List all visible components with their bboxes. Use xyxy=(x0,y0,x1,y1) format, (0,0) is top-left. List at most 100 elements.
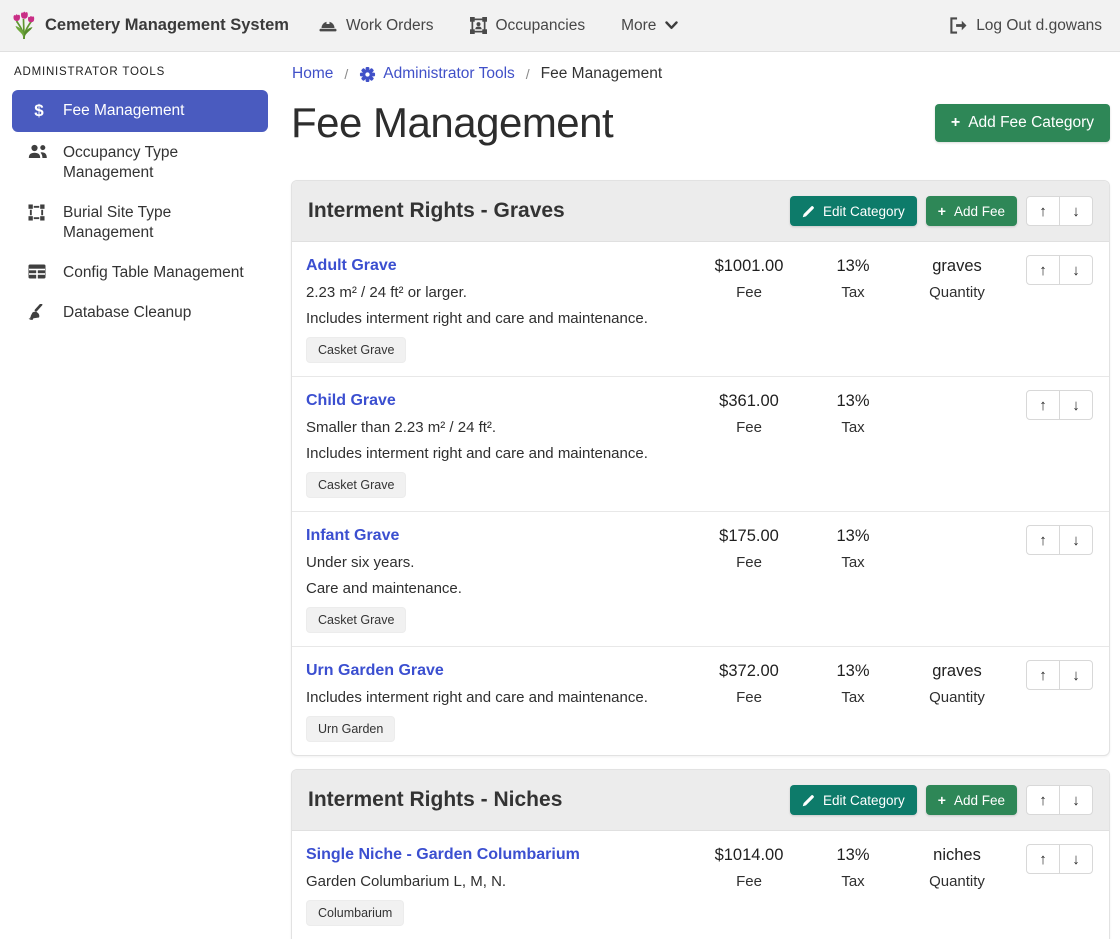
fee-amount: $372.00 xyxy=(697,662,801,681)
fee-description: 2.23 m² / 24 ft² or larger. xyxy=(306,284,687,301)
quantity-value: niches xyxy=(905,846,1009,865)
sidebar-item-config-table-management[interactable]: Config Table Management xyxy=(12,254,268,292)
breadcrumb-separator: / xyxy=(526,66,530,82)
plus-icon: + xyxy=(938,204,946,218)
quantity-column: niches Quantity xyxy=(905,844,1009,926)
fee-name-link[interactable]: Urn Garden Grave xyxy=(306,662,444,680)
sidebar: ADMINISTRATOR TOOLS $ Fee Management Occ… xyxy=(0,52,280,939)
fee-amount: $361.00 xyxy=(697,392,801,411)
tax-value: 13% xyxy=(801,392,905,411)
tax-value: 13% xyxy=(801,527,905,546)
move-fee-up-button[interactable]: ↑ xyxy=(1026,525,1060,555)
quantity-column: graves Quantity xyxy=(905,255,1009,363)
tax-column: 13% Tax xyxy=(801,390,905,498)
sidebar-item-occupancy-type-management[interactable]: Occupancy Type Management xyxy=(12,134,268,192)
move-fee-up-button[interactable]: ↑ xyxy=(1026,660,1060,690)
sidebar-item-label: Config Table Management xyxy=(63,263,244,283)
fee-label: Fee xyxy=(697,873,801,890)
breadcrumb-admin-tools-link[interactable]: Administrator Tools xyxy=(359,65,515,83)
chevron-down-icon xyxy=(665,21,678,30)
sidebar-heading: ADMINISTRATOR TOOLS xyxy=(0,62,280,88)
move-fee-up-button[interactable]: ↑ xyxy=(1026,390,1060,420)
fee-label: Fee xyxy=(697,689,801,706)
sidebar-item-label: Burial Site Type Management xyxy=(63,203,260,243)
main-content: Home / Administrat xyxy=(280,52,1120,939)
fee-type-badge: Urn Garden xyxy=(306,716,395,742)
fee-name-link[interactable]: Single Niche - Garden Columbarium xyxy=(306,846,580,864)
plus-icon: + xyxy=(951,115,960,131)
sidebar-item-burial-site-type-management[interactable]: Burial Site Type Management xyxy=(12,194,268,252)
app-brand[interactable]: Cemetery Management System xyxy=(12,11,289,41)
add-fee-category-label: Add Fee Category xyxy=(968,114,1094,132)
logout-button[interactable]: Log Out d.gowans xyxy=(949,17,1102,35)
fee-description: Smaller than 2.23 m² / 24 ft². xyxy=(306,419,687,436)
nav-work-orders[interactable]: Work Orders xyxy=(319,17,434,35)
move-fee-down-button[interactable]: ↓ xyxy=(1059,390,1093,420)
sidebar-item-database-cleanup[interactable]: Database Cleanup xyxy=(12,294,268,332)
fee-name-link[interactable]: Child Grave xyxy=(306,392,396,410)
tax-column: 13% Tax xyxy=(801,660,905,742)
quantity-value: graves xyxy=(905,662,1009,681)
move-fee-down-button[interactable]: ↓ xyxy=(1059,844,1093,874)
nav-occupancies[interactable]: Occupancies xyxy=(470,17,586,35)
category-title: Interment Rights - Niches xyxy=(308,788,562,812)
broom-icon xyxy=(28,304,50,320)
move-category-up-button[interactable]: ↑ xyxy=(1026,785,1060,815)
tax-label: Tax xyxy=(801,689,905,706)
move-category-down-button[interactable]: ↓ xyxy=(1059,196,1093,226)
table-icon xyxy=(28,264,50,279)
nav-more-dropdown[interactable]: More xyxy=(621,17,678,35)
hard-hat-icon xyxy=(319,18,337,33)
fee-name-link[interactable]: Adult Grave xyxy=(306,257,397,275)
fee-label: Fee xyxy=(697,419,801,436)
add-fee-button[interactable]: + Add Fee xyxy=(926,785,1017,815)
fee-row: Urn Garden Grave Includes interment righ… xyxy=(292,647,1109,755)
quantity-column: graves Quantity xyxy=(905,660,1009,742)
fee-type-badge: Columbarium xyxy=(306,900,404,926)
quantity-value: graves xyxy=(905,257,1009,276)
tax-label: Tax xyxy=(801,284,905,301)
move-fee-up-button[interactable]: ↑ xyxy=(1026,255,1060,285)
move-fee-down-button[interactable]: ↓ xyxy=(1059,660,1093,690)
fee-row: Single Niche - Garden Columbarium Garden… xyxy=(292,831,1109,939)
breadcrumb-home-link[interactable]: Home xyxy=(292,65,333,83)
page-title: Fee Management xyxy=(291,99,613,147)
tax-column: 13% Tax xyxy=(801,844,905,926)
app-title: Cemetery Management System xyxy=(45,16,289,35)
move-category-up-button[interactable]: ↑ xyxy=(1026,196,1060,226)
add-fee-label: Add Fee xyxy=(954,204,1005,219)
add-fee-button[interactable]: + Add Fee xyxy=(926,196,1017,226)
fee-amount-column: $372.00 Fee xyxy=(697,660,801,742)
tax-label: Tax xyxy=(801,419,905,436)
category-header: Interment Rights - Niches Edit Category … xyxy=(292,770,1109,831)
fee-amount-column: $1014.00 Fee xyxy=(697,844,801,926)
fee-name-link[interactable]: Infant Grave xyxy=(306,527,399,545)
tax-label: Tax xyxy=(801,554,905,571)
breadcrumb-home-label: Home xyxy=(292,65,333,83)
quantity-column xyxy=(905,525,1009,633)
sidebar-item-label: Occupancy Type Management xyxy=(63,143,260,183)
tax-column: 13% Tax xyxy=(801,255,905,363)
quantity-column xyxy=(905,390,1009,498)
nav-more-label: More xyxy=(621,17,656,35)
tulip-logo-icon xyxy=(12,11,36,41)
category-header: Interment Rights - Graves Edit Category … xyxy=(292,181,1109,242)
edit-category-label: Edit Category xyxy=(823,793,905,808)
edit-category-button[interactable]: Edit Category xyxy=(790,196,917,226)
dollar-icon: $ xyxy=(28,102,50,120)
move-fee-down-button[interactable]: ↓ xyxy=(1059,525,1093,555)
move-fee-up-button[interactable]: ↑ xyxy=(1026,844,1060,874)
tax-value: 13% xyxy=(801,257,905,276)
sidebar-item-fee-management[interactable]: $ Fee Management xyxy=(12,90,268,132)
fee-label: Fee xyxy=(697,284,801,301)
sidebar-item-label: Database Cleanup xyxy=(63,303,191,323)
vector-square-icon xyxy=(28,204,50,221)
fee-category-card-niches: Interment Rights - Niches Edit Category … xyxy=(291,769,1110,939)
fee-description: Includes interment right and care and ma… xyxy=(306,445,687,462)
fee-type-badge: Casket Grave xyxy=(306,337,406,363)
edit-category-button[interactable]: Edit Category xyxy=(790,785,917,815)
move-fee-down-button[interactable]: ↓ xyxy=(1059,255,1093,285)
add-fee-category-button[interactable]: + Add Fee Category xyxy=(935,104,1110,142)
move-category-down-button[interactable]: ↓ xyxy=(1059,785,1093,815)
users-icon xyxy=(28,144,50,159)
